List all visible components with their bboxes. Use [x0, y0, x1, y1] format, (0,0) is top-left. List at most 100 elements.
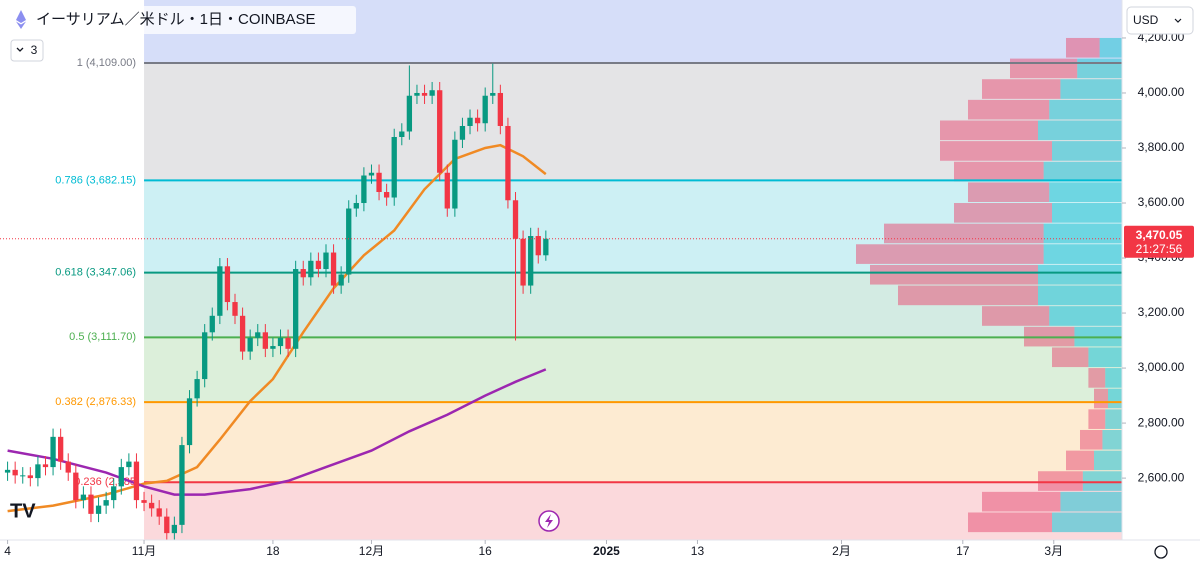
volume-down [1088, 409, 1106, 429]
candle-body [315, 260, 322, 270]
last-price-label: 3,470.05 [1136, 228, 1183, 242]
volume-down [982, 79, 1061, 99]
candle-body [73, 472, 79, 501]
y-tick-label: 3,600.00 [1138, 195, 1185, 209]
candle-body [88, 494, 94, 514]
x-tick-label: 11月 [132, 544, 156, 558]
candle-body [255, 332, 261, 338]
candle-body [95, 505, 102, 514]
candle-body [202, 332, 208, 380]
candle-body [217, 266, 223, 316]
candle-body [148, 502, 155, 509]
candle-body [308, 260, 314, 278]
x-tick-label: 2月 [832, 544, 851, 558]
volume-down [856, 244, 1044, 264]
volume-up [1043, 223, 1122, 244]
price-axis-bg [1122, 0, 1200, 540]
candle-body [179, 445, 185, 525]
volume-down [982, 491, 1061, 512]
volume-up [1049, 182, 1122, 203]
x-tick-label: 4 [4, 544, 11, 558]
candle-body [474, 117, 481, 124]
time-axis-bg [0, 540, 1200, 565]
candle-body [270, 346, 276, 349]
volume-up [1043, 161, 1122, 182]
candle-body [323, 252, 329, 270]
candle-body [376, 172, 382, 193]
volume-up [1043, 244, 1122, 264]
settings-icon[interactable] [1154, 545, 1168, 559]
countdown: 21:27:56 [1136, 242, 1183, 256]
volume-up [1102, 429, 1122, 450]
x-tick-label: 16 [479, 544, 493, 558]
candle-body [459, 125, 466, 140]
candle-body [285, 337, 291, 349]
candle-body [224, 266, 231, 303]
candle-body [141, 500, 147, 503]
volume-down [898, 285, 1038, 306]
fib-zone [144, 337, 1123, 403]
candle-body [133, 461, 140, 501]
volume-up [1105, 368, 1122, 388]
volume-up [1105, 409, 1122, 429]
volume-down [870, 264, 1038, 285]
fib-zone [144, 402, 1123, 483]
volume-down [1038, 471, 1083, 491]
indicator-toggle[interactable] [10, 39, 44, 62]
volume-up [1052, 512, 1122, 533]
candle-body [346, 208, 352, 275]
candle-body [383, 192, 390, 198]
candle-body [361, 175, 367, 204]
candle-body [444, 172, 450, 209]
volume-down [1094, 388, 1108, 409]
candle-body [277, 337, 284, 347]
candle-body [414, 92, 420, 96]
candle-body [353, 203, 359, 209]
currency-chevron [1174, 18, 1182, 23]
candle-body [111, 486, 117, 501]
y-tick-label: 3,800.00 [1138, 140, 1185, 154]
candle-body [194, 379, 200, 399]
candle-body [338, 274, 344, 286]
volume-down [968, 512, 1052, 533]
currency-label[interactable]: USD [1133, 13, 1159, 27]
last-price-box [1124, 225, 1194, 258]
candle-body [520, 238, 526, 286]
candle-body [293, 269, 299, 349]
volume-up [1038, 285, 1122, 306]
volume-down [954, 203, 1052, 223]
volume-up [1060, 79, 1122, 99]
indicator-count[interactable]: 3 [31, 43, 38, 57]
candle-body [467, 117, 473, 126]
candle-body [12, 469, 18, 476]
candle-body [4, 469, 11, 473]
candle-body [80, 494, 87, 501]
candle-body [186, 398, 193, 446]
candle-body [42, 464, 49, 468]
candle-body [406, 95, 413, 132]
y-tick-label: 3,000.00 [1138, 360, 1185, 374]
candle-body [482, 95, 488, 124]
volume-up [1049, 306, 1122, 326]
volume-up [1038, 264, 1122, 285]
volume-up [1049, 99, 1122, 120]
candle-body [57, 436, 64, 462]
volume-down [982, 306, 1050, 326]
currency-button[interactable] [1126, 6, 1194, 35]
eth-icon [16, 10, 26, 29]
y-tick-label: 3,200.00 [1138, 305, 1185, 319]
candle-body [391, 136, 397, 198]
candle-body [505, 125, 511, 201]
candle-body [232, 302, 238, 316]
candle-body [330, 252, 337, 286]
volume-up [1108, 388, 1122, 409]
candle-body [20, 475, 26, 477]
x-tick-label: 12月 [359, 544, 384, 558]
candle-body [164, 516, 170, 534]
candle-body [27, 475, 33, 479]
x-tick-label: 18 [266, 544, 280, 558]
volume-down [940, 141, 1052, 161]
candle-body [452, 139, 458, 209]
volume-up [1082, 471, 1122, 491]
